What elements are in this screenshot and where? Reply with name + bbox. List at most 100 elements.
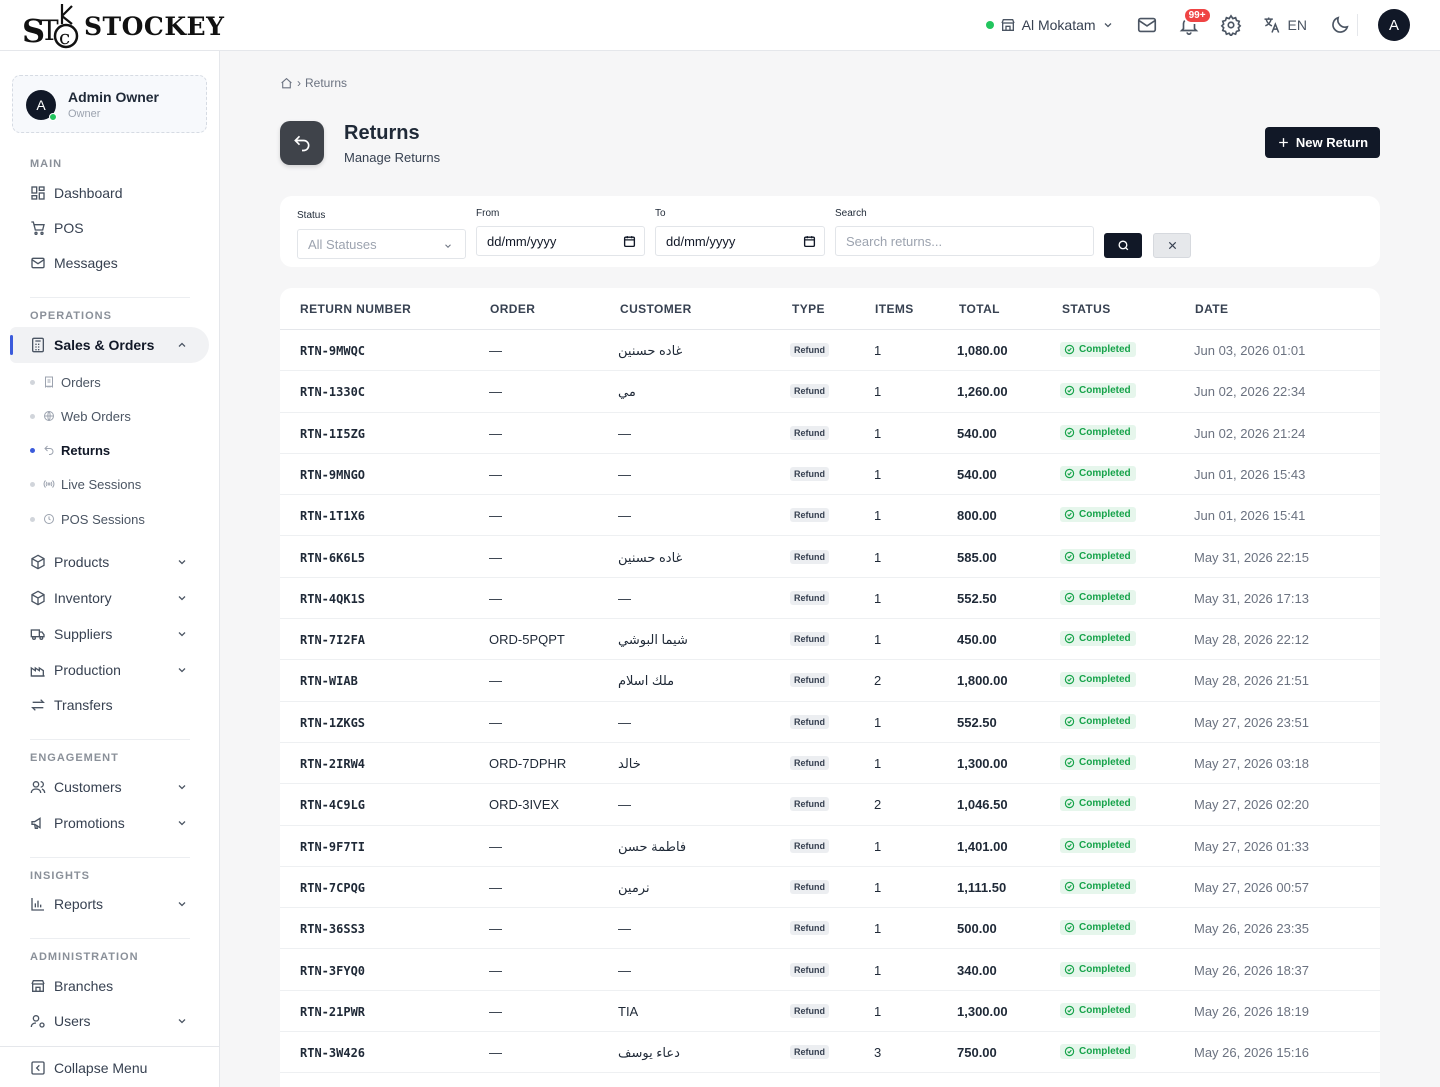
sidebar-item-suppliers[interactable]: Suppliers [30, 623, 190, 645]
column-header-customer[interactable]: CUSTOMER [620, 302, 692, 316]
translate-icon [1264, 17, 1279, 33]
table-row[interactable]: RTN-3FYQ0 — — Refund 1 340.00 Completed May 26,… [280, 950, 1380, 991]
sidebar-item-inventory[interactable]: Inventory [30, 587, 190, 609]
column-header-date[interactable]: DATE [1195, 302, 1229, 316]
settings-button[interactable] [1220, 14, 1242, 36]
table-row[interactable]: RTN-WIAB — ملك اسلام Refund 2 1,800.00 Complet… [280, 660, 1380, 702]
collapse-menu-button[interactable]: Collapse Menu [30, 1057, 190, 1079]
return-number-cell[interactable]: RTN-9MNGO [300, 467, 366, 482]
branch-name: Al Mokatam [1021, 17, 1096, 33]
table-row[interactable]: RTN-2IRW4 ORD-7DPHR خالد Refund 1 1,300.00 Com… [280, 743, 1380, 785]
calendar-icon[interactable] [623, 235, 636, 248]
user-card[interactable]: A Admin Owner Owner [12, 75, 207, 133]
table-row[interactable]: RTN-21PWR — TIA Refund 1 1,300.00 Completed May… [280, 991, 1380, 1033]
return-number-cell[interactable]: RTN-1330C [300, 385, 366, 400]
status-label: Completed [1079, 839, 1131, 851]
sidebar-item-sales-orders[interactable]: Sales & Orders [30, 334, 190, 356]
table-row[interactable]: RTN-9MNGO — — Refund 1 540.00 Completed Jun 01,… [280, 454, 1380, 496]
sidebar-item-label: Inventory [54, 590, 112, 606]
sidebar-item-customers[interactable]: Customers [30, 776, 190, 798]
sidebar-item-users[interactable]: Users [30, 1010, 190, 1032]
return-number-cell[interactable]: RTN-36SS3 [300, 922, 366, 937]
column-header-return-number[interactable]: RETURN NUMBER [300, 302, 412, 316]
section-label-insights: INSIGHTS [30, 870, 90, 882]
theme-toggle[interactable] [1329, 14, 1351, 36]
items-cell: 1 [874, 508, 882, 524]
messages-button[interactable] [1136, 14, 1158, 36]
table-row[interactable]: RTN-9F7TI — فاطمة حسن Refund 1 1,401.00 Comple… [280, 826, 1380, 867]
table-row[interactable]: RTN-4QK1S — — Refund 1 552.50 Completed May 31,… [280, 578, 1380, 620]
total-cell: 450.00 [957, 632, 997, 648]
from-date-input[interactable]: dd/mm/yyyy [476, 226, 645, 256]
return-number-cell[interactable]: RTN-7CPQG [300, 880, 366, 895]
sidebar-item-pos[interactable]: POS [30, 217, 190, 239]
sidebar-item-branches[interactable]: Branches [30, 975, 190, 997]
return-number-cell[interactable]: RTN-1ZKGS [300, 715, 366, 730]
table-row[interactable]: RTN-1I5ZG — — Refund 1 540.00 Completed Jun 02,… [280, 413, 1380, 454]
return-number-cell[interactable]: RTN-9F7TI [300, 839, 366, 854]
sidebar-subitem-returns[interactable]: Returns [30, 440, 110, 460]
return-number-cell[interactable]: RTN-3W426 [300, 1046, 366, 1061]
sidebar-item-reports[interactable]: Reports [30, 893, 190, 915]
return-number-cell[interactable]: RTN-2IRW4 [300, 757, 366, 771]
calendar-icon[interactable] [803, 235, 816, 248]
column-header-status[interactable]: STATUS [1062, 302, 1111, 316]
table-row[interactable]: RTN-1330C — مي Refund 1 1,260.00 Completed Jun … [280, 371, 1380, 413]
notifications-button[interactable]: 99+ [1178, 7, 1212, 36]
sidebar-item-messages[interactable]: Messages [30, 252, 190, 274]
clear-filters-button[interactable] [1153, 233, 1191, 258]
language-selector[interactable]: EN [1262, 15, 1307, 35]
return-number-cell[interactable]: RTN-21PWR [300, 1004, 366, 1019]
column-header-order[interactable]: ORDER [490, 302, 536, 316]
sidebar-item-products[interactable]: Products [30, 551, 190, 573]
table-row[interactable]: RTN-1T1X6 — — Refund 1 800.00 Completed Jun 01,… [280, 495, 1380, 537]
sidebar-subitem-orders[interactable]: Orders [30, 372, 101, 392]
table-row[interactable]: RTN-4C9LG ORD-3IVEX — Refund 2 1,046.50 Comple… [280, 784, 1380, 826]
stockey-logo[interactable]: S T c STOCKEY [22, 2, 224, 50]
return-number-cell[interactable]: RTN-6K6L5 [300, 550, 366, 565]
table-row[interactable]: RTN-3W426 — دعاء يوسف Refund 3 750.00 Complete… [280, 1032, 1380, 1074]
return-number-cell[interactable]: RTN-WIAB [300, 674, 358, 689]
sidebar-item-transfers[interactable]: Transfers [30, 694, 190, 716]
sidebar-item-promotions[interactable]: Promotions [30, 812, 190, 834]
sidebar-subitem-web-orders[interactable]: Web Orders [30, 406, 131, 426]
table-row[interactable]: RTN-1ZKGS — — Refund 1 552.50 Completed May 27,… [280, 702, 1380, 743]
status-label: Completed [1079, 963, 1131, 975]
check-circle-icon [1064, 1005, 1075, 1015]
return-number-cell[interactable]: RTN-1I5ZG [300, 426, 366, 441]
sidebar-item-dashboard[interactable]: Dashboard [30, 182, 190, 204]
moon-icon [1332, 16, 1349, 33]
return-number-cell[interactable]: RTN-7I2FA [300, 633, 366, 648]
home-icon[interactable] [280, 77, 293, 90]
table-row[interactable]: RTN-7I2FA ORD-5PQPT شيما البوشي Refund 1 450.… [280, 619, 1380, 661]
return-number-cell[interactable]: RTN-3FYQ0 [300, 963, 366, 978]
sidebar-item-production[interactable]: Production [30, 659, 190, 681]
status-select[interactable]: All Statuses [297, 229, 466, 259]
column-header-total[interactable]: TOTAL [959, 302, 1000, 316]
new-return-button[interactable]: New Return [1265, 127, 1380, 158]
search-button[interactable] [1104, 233, 1142, 258]
order-cell: ORD-5PQPT [489, 632, 565, 648]
column-header-type[interactable]: TYPE [792, 302, 825, 316]
column-header-items[interactable]: ITEMS [875, 302, 914, 316]
status-label: Completed [1079, 550, 1131, 562]
sidebar-subitem-live-sessions[interactable]: Live Sessions [30, 474, 141, 494]
return-number-cell[interactable]: RTN-4QK1S [300, 591, 366, 606]
logo-mark-icon: S T c [22, 4, 79, 50]
type-badge: Refund [790, 549, 829, 564]
to-date-input[interactable]: dd/mm/yyyy [655, 226, 825, 256]
table-row[interactable]: RTN-6K6L5 — غاده حسنين Refund 1 585.00 Complet… [280, 537, 1380, 578]
user-avatar-button[interactable]: A [1378, 9, 1410, 41]
table-row[interactable]: RTN-36SS3 — — Refund 1 500.00 Completed May 26,… [280, 908, 1380, 950]
search-input[interactable]: Search returns... [835, 226, 1094, 256]
sidebar-subitem-pos-sessions[interactable]: POS Sessions [30, 509, 145, 529]
return-number-cell[interactable]: RTN-9MWQC [300, 344, 366, 358]
items-cell: 2 [874, 797, 882, 813]
date-cell: Jun 02, 2026 21:24 [1194, 425, 1306, 441]
sidebar-item-label: POS [54, 220, 84, 236]
return-number-cell[interactable]: RTN-1T1X6 [300, 509, 366, 524]
table-row[interactable]: RTN-9MWQC — غاده حسنين Refund 1 1,080.00 Compl… [280, 330, 1380, 372]
return-number-cell[interactable]: RTN-4C9LG [300, 798, 366, 813]
branch-selector[interactable]: Al Mokatam [985, 17, 1114, 33]
table-row[interactable]: RTN-7CPQG — نرمين Refund 1 1,111.50 Completed M… [280, 867, 1380, 909]
